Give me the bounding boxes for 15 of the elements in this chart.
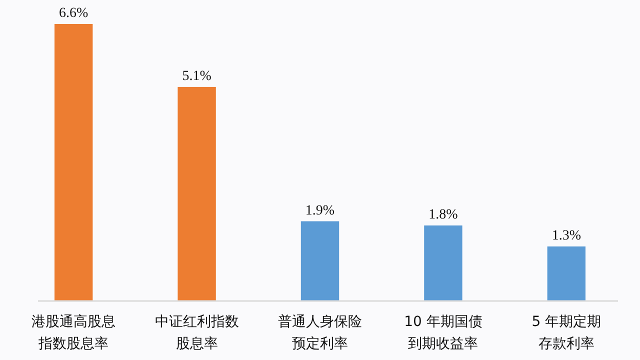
bar (178, 86, 216, 301)
x-tick-label: 中证红利指数股息率 (154, 314, 239, 352)
data-label: 1.8% (428, 207, 458, 222)
data-label: 5.1% (182, 68, 212, 84)
x-tick-label: 10 年期国债到期收益率 (404, 314, 482, 352)
data-label: 1.9% (305, 203, 335, 218)
x-tick-label: 港股通高股息指数股息率 (32, 314, 116, 352)
bar (547, 246, 586, 301)
data-label: 1.3% (552, 228, 582, 244)
data-label: 6.6% (59, 6, 89, 21)
x-tick-label: 普通人身保险预定利率 (278, 313, 362, 352)
bar (54, 24, 93, 301)
bar (424, 225, 462, 301)
bar (300, 221, 340, 301)
x-tick-label: 5 年期定期存款利率 (532, 314, 602, 352)
